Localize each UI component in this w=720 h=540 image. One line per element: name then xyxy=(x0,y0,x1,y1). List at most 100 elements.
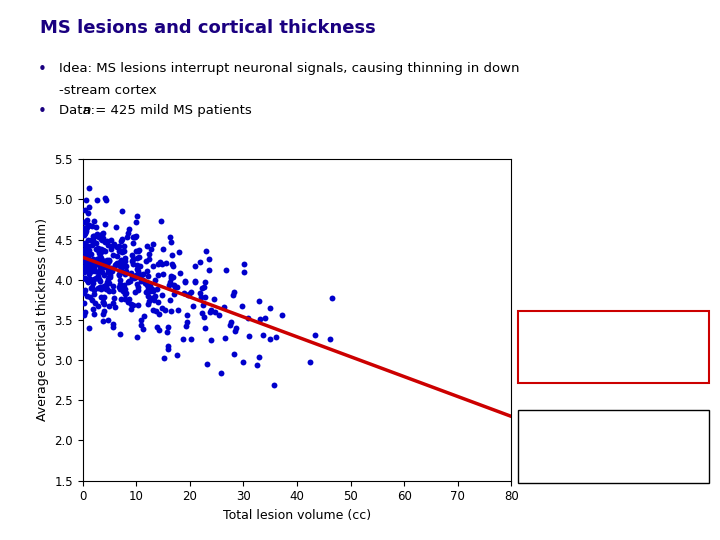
Point xyxy=(102,265,114,273)
Point xyxy=(96,247,107,256)
Point xyxy=(113,283,125,292)
Point xyxy=(80,275,91,284)
Point xyxy=(98,246,109,254)
Point xyxy=(117,258,128,267)
Point xyxy=(78,311,90,320)
Point xyxy=(195,292,207,301)
Point xyxy=(101,237,112,246)
Point xyxy=(253,296,264,305)
Point xyxy=(146,285,158,293)
Point xyxy=(271,333,282,342)
Text: Correlation = -0.568,: Correlation = -0.568, xyxy=(547,326,680,339)
Text: n: n xyxy=(82,104,91,117)
Point xyxy=(142,291,153,300)
Point xyxy=(116,246,127,255)
Point xyxy=(78,218,89,226)
Point xyxy=(140,288,151,297)
Point xyxy=(305,357,316,366)
Point xyxy=(164,233,176,241)
Point xyxy=(82,258,94,267)
Point xyxy=(97,234,109,242)
Point xyxy=(114,260,125,269)
Point xyxy=(98,306,109,315)
Point xyxy=(199,278,211,287)
Point xyxy=(238,267,250,276)
Point xyxy=(120,289,132,298)
Point xyxy=(88,309,99,318)
Point xyxy=(115,267,127,275)
Point xyxy=(130,217,142,226)
Point xyxy=(89,286,100,294)
Point xyxy=(228,288,240,296)
Point xyxy=(148,295,160,304)
Point xyxy=(203,265,215,274)
Point xyxy=(137,275,148,284)
Point xyxy=(91,230,102,238)
Point xyxy=(107,251,119,260)
Point xyxy=(83,245,94,254)
Point xyxy=(115,294,127,303)
Point xyxy=(104,272,116,281)
Point xyxy=(78,299,89,307)
Point xyxy=(143,255,155,264)
Point xyxy=(83,184,94,192)
Point xyxy=(114,280,126,289)
Point xyxy=(92,301,104,310)
Point xyxy=(82,241,94,250)
Point xyxy=(98,256,109,265)
Point xyxy=(114,266,125,274)
Point xyxy=(89,299,100,307)
Point xyxy=(162,345,174,353)
Point xyxy=(114,276,126,285)
Point xyxy=(205,305,217,314)
Point xyxy=(80,226,91,235)
Point xyxy=(81,225,92,233)
Point xyxy=(116,206,127,215)
Point xyxy=(78,231,89,239)
Point xyxy=(126,251,138,259)
Point xyxy=(181,322,192,330)
Point xyxy=(141,242,153,251)
Point xyxy=(91,255,102,264)
Point xyxy=(161,328,173,336)
Point xyxy=(84,269,95,278)
Text: Data:: Data: xyxy=(59,104,99,117)
Point xyxy=(127,254,139,263)
Point xyxy=(185,288,197,296)
Text: •: • xyxy=(37,104,46,119)
Point xyxy=(144,282,156,291)
Point xyxy=(99,237,111,246)
Text: MS lesions and cortical thickness: MS lesions and cortical thickness xyxy=(40,19,375,37)
Point xyxy=(166,307,177,315)
Point xyxy=(258,331,269,340)
Point xyxy=(121,232,132,241)
Point xyxy=(107,287,119,295)
Point xyxy=(82,266,94,275)
Point xyxy=(194,258,205,267)
Point xyxy=(131,333,143,341)
Point xyxy=(166,260,178,269)
Point xyxy=(197,284,208,292)
Point xyxy=(97,309,109,318)
Point xyxy=(99,246,111,255)
Point xyxy=(219,334,230,343)
Point xyxy=(147,305,158,314)
Point xyxy=(157,245,168,253)
Point xyxy=(109,260,120,269)
Point xyxy=(199,293,210,301)
Point xyxy=(107,323,118,332)
Point xyxy=(228,291,239,299)
Point xyxy=(259,313,271,322)
Point xyxy=(122,278,134,286)
Y-axis label: Average cortical thickness (mm): Average cortical thickness (mm) xyxy=(36,219,49,421)
Point xyxy=(106,242,117,251)
Point xyxy=(97,298,109,306)
Point xyxy=(164,278,176,286)
Point xyxy=(87,232,99,240)
Point xyxy=(156,260,168,268)
Point xyxy=(116,255,127,264)
Point xyxy=(117,262,128,271)
Point xyxy=(93,284,104,293)
Point xyxy=(98,271,109,279)
Point xyxy=(99,300,110,308)
